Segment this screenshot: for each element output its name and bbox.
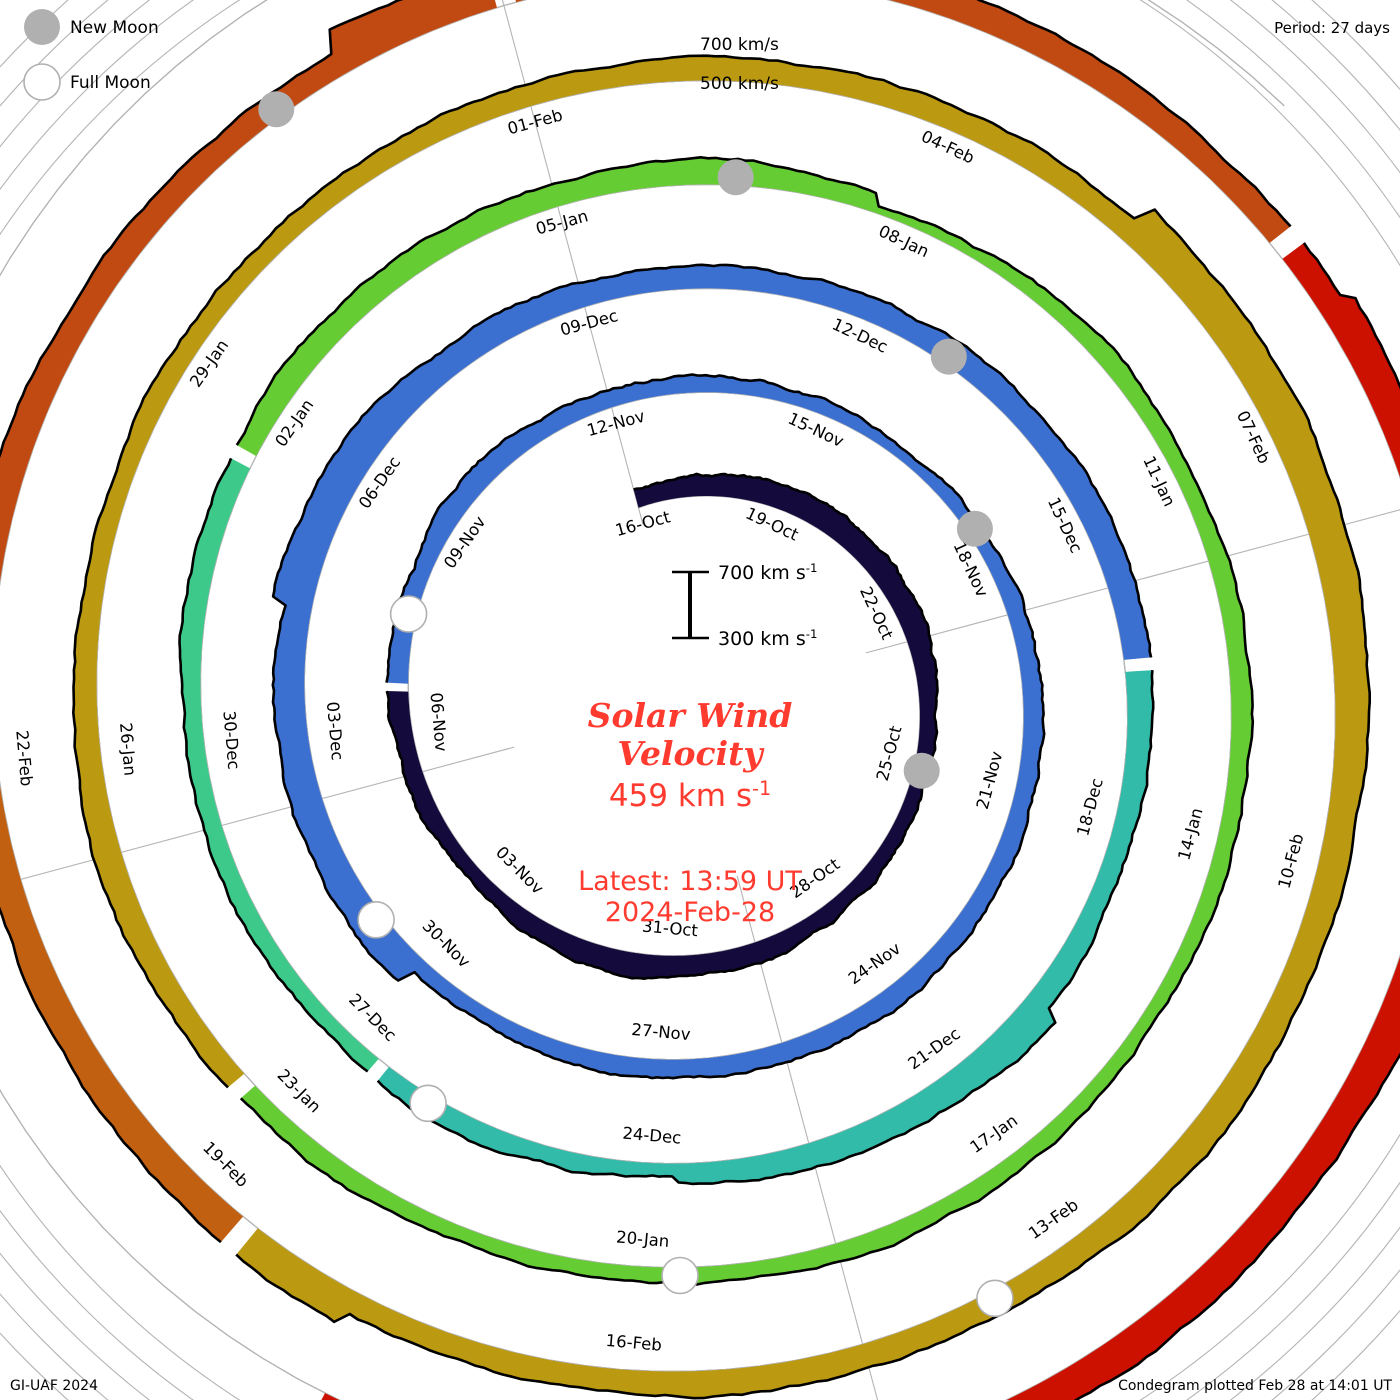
spiral-band-trace — [271, 263, 1153, 1080]
grid-spoke — [0, 746, 515, 886]
spiral-band-trace — [178, 457, 369, 1073]
grid-spoke — [865, 509, 1400, 654]
spiral-band-trace — [0, 0, 404, 459]
date-label: 24-Nov — [845, 939, 905, 989]
full-moon-marker — [389, 595, 428, 633]
spiral-band-segment — [0, 0, 497, 582]
scale-label-bottom: 300 km s-1 — [718, 627, 818, 650]
moon-phase-markers — [258, 91, 1014, 1318]
full-moon-legend-label: Full Moon — [70, 73, 151, 93]
center-latest-date: 2024-Feb-28 — [605, 897, 775, 928]
spiral-band-segment — [0, 785, 243, 1243]
new-moon-icon — [24, 9, 60, 45]
date-label: 06-Nov — [427, 692, 451, 753]
spiral-band-trace — [385, 472, 939, 980]
grid-arc — [199, 183, 1210, 1165]
full-moon-marker — [357, 900, 395, 939]
center-title-line2: Velocity — [617, 734, 765, 773]
spiral-band-trace — [976, 0, 1292, 228]
grid-arc — [1147, 0, 1285, 107]
date-label: 22-Feb — [12, 729, 36, 787]
date-label: 24-Dec — [622, 1124, 682, 1148]
radial-tick-700: 700 km/s — [700, 35, 779, 55]
full-moon-marker — [976, 1279, 1014, 1318]
spiral-band-segment — [272, 264, 1152, 1079]
date-label: 13-Feb — [1025, 1195, 1082, 1243]
scale-label-top: 700 km s-1 — [718, 561, 818, 584]
date-label: 23-Jan — [274, 1065, 325, 1116]
spiral-band-trace — [1073, 242, 1400, 1400]
spiral-band-trace — [376, 670, 1155, 1186]
grid-arc — [303, 306, 1025, 1061]
date-label: 10-Feb — [1275, 831, 1308, 890]
date-label: 16-Oct — [613, 507, 672, 540]
credit-note: GI-UAF 2024 — [10, 1378, 98, 1394]
moon-phase-legend: New Moon Full Moon — [23, 9, 159, 101]
date-label: 26-Jan — [116, 722, 140, 777]
spiral-band-trace — [0, 906, 222, 1244]
date-label: 21-Nov — [973, 749, 1007, 811]
spiral-band-segment — [236, 157, 1253, 1285]
new-moon-marker — [930, 338, 967, 375]
new-moon-marker — [258, 91, 295, 128]
spiral-band-segment — [179, 458, 379, 1072]
date-label: 19-Feb — [199, 1138, 252, 1191]
spiral-band-trace — [72, 54, 1371, 1400]
center-current-value: 459 km s-1 — [609, 777, 771, 815]
center-readout: Solar Wind Velocity 459 km s-1 Latest: 1… — [578, 696, 802, 928]
date-label: 31-Oct — [641, 917, 699, 941]
grid-arc — [303, 287, 1109, 1061]
date-label: 27-Nov — [631, 1020, 692, 1044]
radial-axis-ticks: 700 km/s 500 km/s — [700, 35, 779, 94]
center-latest-time: Latest: 13:59 UT — [578, 866, 802, 897]
full-moon-icon — [23, 63, 61, 101]
center-title-line1: Solar Wind — [588, 696, 793, 735]
spiral-band-segment — [515, 0, 1291, 243]
new-moon-marker — [903, 752, 940, 789]
full-moon-marker — [409, 1084, 447, 1123]
date-label: 25-Oct — [873, 723, 906, 782]
date-label: 17-Jan — [967, 1111, 1022, 1157]
date-label: 14-Jan — [1174, 806, 1206, 862]
plotted-note: Condegram plotted Feb 28 at 14:01 UT — [1118, 1378, 1392, 1394]
radial-tick-500: 500 km/s — [700, 74, 779, 94]
date-label: 03-Dec — [323, 701, 347, 761]
date-label: 30-Dec — [219, 710, 243, 770]
grid-arc — [199, 205, 1129, 1165]
new-moon-marker — [717, 159, 754, 196]
date-label: 16-Feb — [605, 1331, 663, 1355]
date-label: 20-Jan — [615, 1227, 670, 1251]
new-moon-marker — [956, 510, 993, 547]
date-label: 21-Dec — [905, 1024, 964, 1073]
full-moon-marker — [661, 1256, 699, 1295]
new-moon-legend-label: New Moon — [70, 18, 159, 38]
date-label: 18-Dec — [1073, 776, 1107, 838]
velocity-scale-bar: 700 km s-1 300 km s-1 — [672, 561, 818, 650]
period-note: Period: 27 days — [1274, 19, 1390, 37]
